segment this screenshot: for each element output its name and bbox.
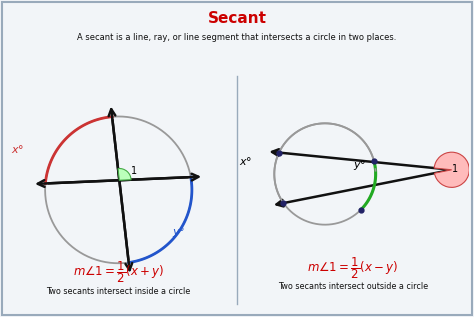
Text: Secant: Secant bbox=[208, 11, 266, 26]
Text: $x°$: $x°$ bbox=[10, 143, 24, 155]
Text: 1: 1 bbox=[131, 166, 137, 177]
Text: $m\angle 1=\dfrac{1}{2}(x+y)$: $m\angle 1=\dfrac{1}{2}(x+y)$ bbox=[73, 259, 164, 285]
Text: Two secants intersect inside a circle: Two secants intersect inside a circle bbox=[46, 287, 191, 296]
Text: $m\angle 1=\dfrac{1}{2}(x-y)$: $m\angle 1=\dfrac{1}{2}(x-y)$ bbox=[308, 256, 399, 281]
Text: A secant is a line, ray, or line segment that intersects a circle in two places.: A secant is a line, ray, or line segment… bbox=[77, 33, 397, 42]
Text: 1: 1 bbox=[452, 164, 458, 174]
Text: $x°$: $x°$ bbox=[239, 155, 252, 167]
Wedge shape bbox=[434, 152, 469, 187]
Text: $y°$: $y°$ bbox=[354, 158, 367, 172]
Text: $y°$: $y°$ bbox=[172, 225, 185, 239]
Wedge shape bbox=[118, 169, 131, 180]
Text: Two secants intersect outside a circle: Two secants intersect outside a circle bbox=[278, 282, 428, 291]
